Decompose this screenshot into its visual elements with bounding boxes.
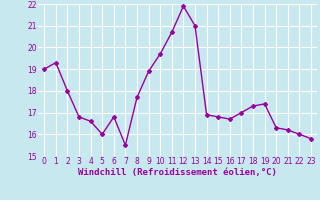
X-axis label: Windchill (Refroidissement éolien,°C): Windchill (Refroidissement éolien,°C) xyxy=(78,168,277,177)
